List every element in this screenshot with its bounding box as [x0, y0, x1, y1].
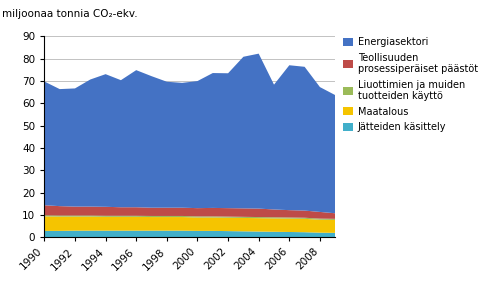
Text: miljoonaa tonnia CO₂-ekv.: miljoonaa tonnia CO₂-ekv.: [2, 9, 138, 19]
Legend: Energiasektori, Teollisuuden
prosessiperäiset päästöt, Liuottimien ja muiden
tuo: Energiasektori, Teollisuuden prosessiper…: [343, 37, 478, 132]
